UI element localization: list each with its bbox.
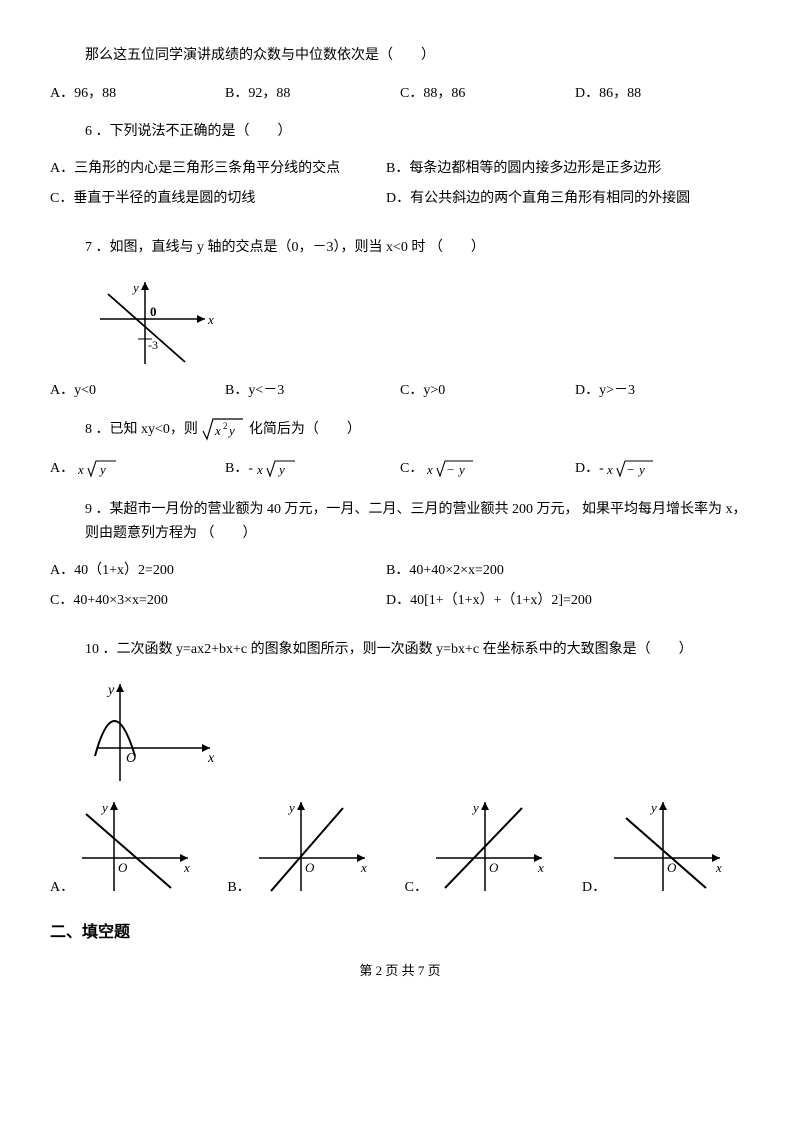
q6-options: A．三角形的内心是三角形三条角平分线的交点 B．每条边都相等的圆内接多边形是正多… (50, 158, 750, 219)
svg-text:x: x (537, 860, 544, 875)
svg-text:−: − (447, 462, 454, 477)
q8-pre: 8 ．已知 xy<0，则 (85, 422, 198, 437)
svg-text:x: x (214, 423, 221, 438)
svg-text:x: x (183, 860, 190, 875)
q8-opt-a: A． x y (50, 457, 217, 480)
q8-opt-c-label: C． (400, 461, 423, 476)
q5-opt-a: A．96，88 (50, 82, 217, 102)
svg-text:O: O (305, 860, 315, 875)
q7-opt-d: D．y>－3 (575, 379, 742, 399)
q9-opt-a: A．40（1+x）2=200 (50, 560, 386, 582)
svg-text:y: y (100, 800, 108, 815)
q8-text: 8 ．已知 xy<0，则 x 2 y 化简后为（ ） (85, 417, 750, 443)
q5-options: A．96，88 B．92，88 C．88，86 D．86，88 (50, 82, 750, 102)
q7-opt-b: B．y<－3 (225, 379, 392, 399)
q10-opt-d: D． y x O (582, 796, 750, 896)
svg-text:x: x (207, 751, 215, 766)
q10-opt-d-graph: y x O (608, 796, 728, 896)
q8-opt-b: B．- x y (225, 457, 392, 480)
q9-opt-d: D．40[1+（1+x）+（1+x）2]=200 (386, 590, 722, 612)
q5-tail: 那么这五位同学演讲成绩的众数与中位数依次是（ ） (85, 44, 750, 68)
svg-text:y: y (471, 800, 479, 815)
svg-text:y: y (227, 423, 235, 438)
q8-opt-a-expr: x y (78, 458, 118, 480)
q8-opt-c: C． x − y (400, 457, 567, 480)
svg-text:x: x (257, 462, 263, 477)
svg-text:2: 2 (223, 421, 228, 431)
section-fill-blank: 二、填空题 (50, 918, 750, 942)
svg-text:y: y (131, 280, 139, 295)
svg-text:O: O (118, 860, 128, 875)
q8-opt-b-label: B．- (225, 461, 253, 476)
q8-opt-b-expr: x y (257, 458, 297, 480)
q6-text: 6 ．下列说法不正确的是（ ） (85, 120, 750, 144)
q9-opt-c: C．40+40×3×x=200 (50, 590, 386, 612)
q5-opt-c: C．88，86 (400, 82, 567, 102)
svg-text:y: y (637, 462, 645, 477)
q10-opt-a: A． y x O (50, 796, 218, 896)
q10-opt-b-label: B． (227, 876, 250, 896)
q8-opt-d: D．- x − y (575, 457, 742, 480)
q8-opt-a-label: A． (50, 461, 74, 476)
q7-diagram: y x 0 -3 (90, 274, 750, 369)
q10-opt-a-label: A． (50, 876, 74, 896)
svg-text:O: O (489, 860, 499, 875)
svg-text:x: x (607, 462, 613, 477)
q9-options: A．40（1+x）2=200 B．40+40×2×x=200 C．40+40×3… (50, 560, 750, 621)
q10-opt-a-graph: y x O (76, 796, 196, 896)
q8-post: 化简后为（ ） (249, 422, 361, 437)
svg-text:x: x (427, 462, 433, 477)
q10-text: 10 ．二次函数 y=ax2+bx+c 的图象如图所示，则一次函数 y=bx+c… (85, 638, 750, 662)
q8-opt-c-expr: x − y (427, 458, 475, 480)
q5-opt-d: D．86，88 (575, 82, 742, 102)
q6-opt-d: D．有公共斜边的两个直角三角形有相同的外接圆 (386, 188, 722, 210)
svg-text:x: x (360, 860, 367, 875)
svg-text:−: − (627, 462, 634, 477)
svg-text:y: y (287, 800, 295, 815)
q8-opt-d-label: D．- (575, 461, 604, 476)
q7-opt-a: A．y<0 (50, 379, 217, 399)
svg-text:0: 0 (150, 304, 157, 319)
svg-text:x: x (78, 462, 84, 477)
q9-text: 9 ．某超市一月份的营业额为 40 万元，一月、二月、三月的营业额共 200 万… (85, 498, 750, 546)
svg-text:-3: -3 (148, 338, 158, 352)
q7-options: A．y<0 B．y<－3 C．y>0 D．y>－3 (50, 379, 750, 399)
q10-options: A． y x O B． y x O (50, 796, 750, 896)
q10-opt-b-graph: y x O (253, 796, 373, 896)
q10-opt-c: C． y x O (405, 796, 573, 896)
q10-main-diagram: y x O (90, 676, 750, 786)
svg-text:y: y (649, 800, 657, 815)
svg-text:x: x (715, 860, 722, 875)
q8-opt-d-expr: x − y (607, 458, 655, 480)
q10-opt-d-label: D． (582, 876, 606, 896)
q6-opt-a: A．三角形的内心是三角形三条角平分线的交点 (50, 158, 386, 180)
q6-opt-c: C．垂直于半径的直线是圆的切线 (50, 188, 386, 210)
svg-text:y: y (277, 462, 285, 477)
q5-opt-b: B．92，88 (225, 82, 392, 102)
q8-options: A． x y B．- x y C． (50, 457, 750, 480)
q10-opt-c-graph: y x O (430, 796, 550, 896)
svg-text:y: y (106, 683, 115, 698)
q7-opt-c: C．y>0 (400, 379, 567, 399)
svg-text:x: x (207, 312, 214, 327)
q10-opt-b: B． y x O (227, 796, 395, 896)
svg-text:y: y (98, 462, 106, 477)
q6-opt-b: B．每条边都相等的圆内接多边形是正多边形 (386, 158, 722, 180)
q7-text: 7 ．如图，直线与 y 轴的交点是（0，－3），则当 x<0 时 （ ） (85, 236, 750, 260)
q8-radical-icon: x 2 y (201, 417, 245, 443)
q9-opt-b: B．40+40×2×x=200 (386, 560, 722, 582)
svg-text:y: y (457, 462, 465, 477)
q10-opt-c-label: C． (405, 876, 428, 896)
page-footer: 第 2 页 共 7 页 (50, 960, 750, 979)
